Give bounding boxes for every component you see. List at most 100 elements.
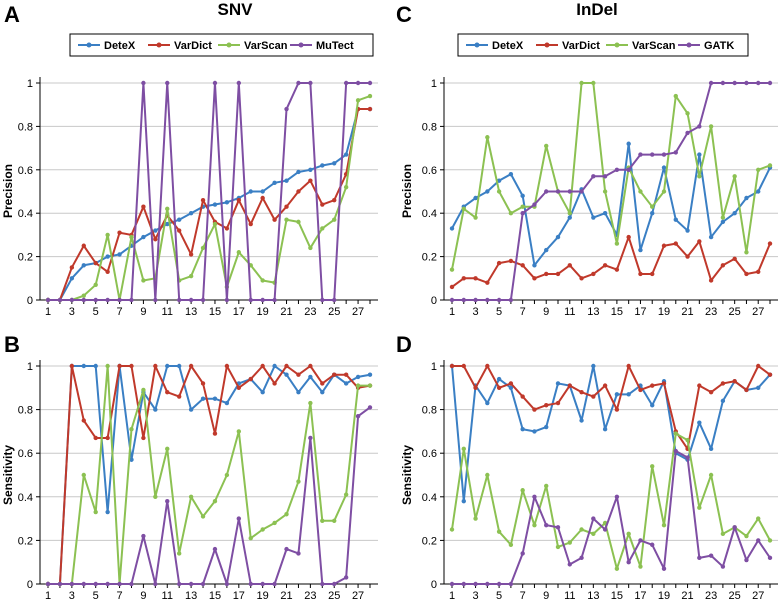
data-point: [520, 394, 525, 399]
data-point: [602, 383, 608, 388]
data-point: [697, 174, 702, 179]
data-point: [355, 383, 361, 388]
data-point: [591, 516, 596, 521]
legend-item: VarDict: [148, 40, 212, 52]
data-point: [697, 124, 702, 129]
x-tick-label: 27: [752, 306, 764, 318]
data-point: [117, 297, 122, 303]
data-point: [567, 383, 572, 388]
data-point: [308, 400, 313, 406]
y-tick-label: 0: [431, 295, 437, 307]
data-point: [129, 297, 134, 303]
data-point: [661, 152, 667, 157]
data-point: [544, 247, 549, 253]
data-point: [224, 297, 230, 303]
data-point: [626, 363, 631, 369]
data-point: [591, 363, 596, 369]
legend-item: VarDict: [536, 40, 600, 52]
data-point: [614, 407, 620, 412]
x-tick-label: 21: [681, 306, 693, 318]
data-point: [485, 363, 490, 369]
data-point: [626, 141, 631, 146]
data-point: [708, 124, 714, 129]
data-point: [69, 276, 75, 281]
x-tick-label: 11: [162, 590, 173, 602]
data-point: [756, 516, 761, 521]
x-tick-label: 23: [705, 590, 717, 602]
series-line: [452, 365, 771, 450]
data-point: [355, 80, 361, 86]
data-point: [45, 297, 51, 303]
data-point: [473, 516, 478, 521]
data-point: [367, 405, 373, 410]
data-point: [579, 389, 584, 395]
data-point: [81, 263, 86, 268]
legend-label: VarDict: [174, 40, 212, 52]
x-tick-label: 17: [634, 590, 646, 602]
data-point: [591, 215, 596, 220]
data-point: [756, 269, 761, 274]
data-point: [105, 509, 110, 515]
data-point: [188, 211, 194, 216]
data-point: [496, 297, 502, 303]
data-point: [320, 202, 325, 207]
x-tick-label: 19: [257, 306, 269, 318]
data-point: [367, 106, 373, 112]
data-point: [650, 403, 655, 408]
data-point: [579, 80, 584, 86]
data-point: [320, 297, 325, 303]
data-point: [343, 381, 349, 386]
data-point: [343, 575, 349, 580]
data-point: [579, 527, 584, 532]
data-point: [212, 431, 218, 436]
data-point: [141, 234, 146, 240]
data-point: [105, 269, 110, 274]
x-tick-label: 7: [520, 306, 526, 318]
data-point: [614, 267, 620, 272]
data-point: [532, 522, 537, 528]
data-point: [224, 200, 230, 205]
data-point: [579, 555, 584, 561]
data-point: [200, 581, 206, 587]
data-point: [93, 581, 98, 587]
series-line: [451, 82, 771, 270]
data-point: [449, 284, 455, 290]
data-point: [485, 135, 490, 140]
data-point: [248, 581, 253, 587]
data-point: [756, 385, 761, 390]
data-point: [153, 228, 158, 233]
series-vardict: [45, 363, 373, 587]
x-tick-label: 25: [328, 590, 340, 602]
data-point: [212, 546, 218, 552]
x-tick-label: 27: [352, 306, 364, 318]
data-point: [697, 383, 702, 388]
data-point: [461, 206, 466, 212]
data-point: [105, 435, 110, 441]
data-point: [248, 297, 253, 303]
x-tick-label: 13: [587, 306, 599, 318]
data-point: [57, 581, 63, 587]
data-point: [496, 581, 502, 587]
data-point: [176, 551, 182, 556]
data-point: [508, 385, 514, 390]
data-point: [296, 372, 301, 377]
panel-label: A: [4, 2, 20, 27]
data-point: [105, 581, 110, 587]
x-tick-label: 23: [705, 306, 717, 318]
x-tick-label: 23: [304, 590, 316, 602]
data-point: [461, 363, 466, 369]
data-point: [308, 435, 313, 441]
data-point: [308, 363, 313, 369]
data-point: [129, 581, 134, 587]
data-point: [532, 429, 537, 434]
data-point: [756, 167, 761, 172]
data-point: [284, 217, 289, 222]
data-point: [767, 163, 773, 168]
y-tick-label: 0.6: [422, 448, 437, 460]
data-point: [69, 265, 75, 270]
data-point: [756, 189, 761, 194]
data-point: [176, 581, 182, 587]
data-point: [767, 538, 773, 543]
data-point: [188, 407, 194, 412]
data-point: [141, 533, 146, 539]
